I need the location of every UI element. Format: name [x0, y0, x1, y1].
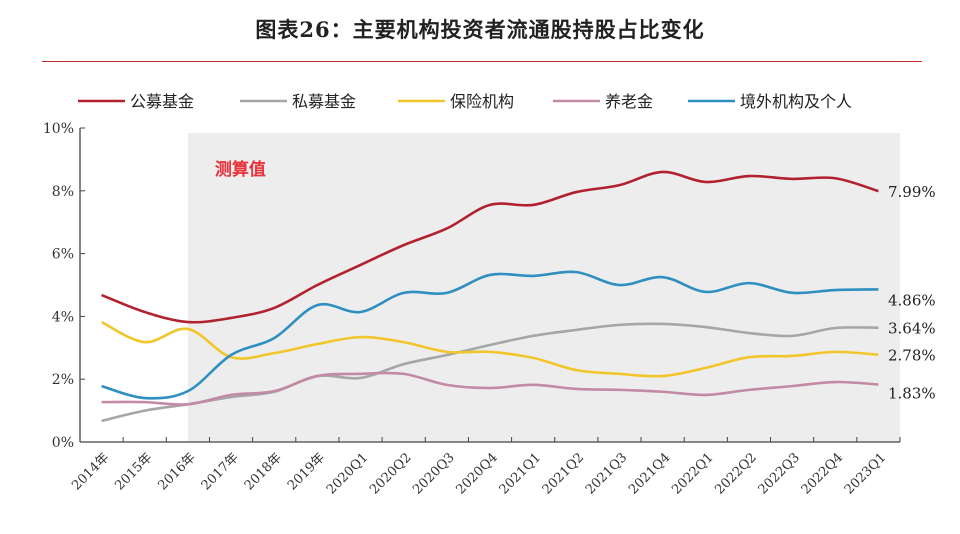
- x-tick-label: 2021Q1: [497, 450, 544, 497]
- legend-label: 保险机构: [450, 92, 514, 111]
- series-line-3: [101, 371, 879, 406]
- x-tick-label: 2021Q3: [583, 450, 630, 497]
- series-line-1: [101, 322, 879, 423]
- x-tick-label: 2015年: [112, 450, 155, 493]
- x-tick-label: 2020Q1: [324, 450, 371, 497]
- x-tick-label: 2021Q4: [626, 450, 673, 497]
- y-tick-label: 8%: [52, 184, 74, 200]
- shaded-region-label: 测算值: [215, 159, 266, 180]
- title-divider: [42, 61, 922, 62]
- legend-label: 私募基金: [292, 92, 356, 111]
- legend-label: 境外机构及个人: [740, 92, 852, 111]
- y-tick-label: 0%: [52, 435, 74, 451]
- x-tick-label: 2014年: [69, 450, 112, 493]
- y-tick-label: 4%: [52, 309, 74, 325]
- y-tick-label: 6%: [52, 247, 74, 263]
- x-tick-label: 2023Q1: [842, 450, 889, 497]
- legend-label: 养老金: [605, 92, 653, 111]
- x-tick-label: 2020Q2: [367, 450, 414, 497]
- estimate-shaded-region: [187, 133, 901, 442]
- series-line-0: [101, 170, 879, 324]
- x-tick-label: 2021Q2: [540, 450, 587, 497]
- x-tick-label: 2022Q2: [712, 450, 759, 497]
- x-tick-label: 2019年: [285, 450, 328, 493]
- x-tick-label: 2022Q4: [799, 450, 846, 497]
- y-tick-label: 2%: [52, 372, 74, 388]
- x-tick-label: 2018年: [242, 450, 285, 493]
- x-tick-label: 2022Q3: [756, 450, 803, 497]
- x-tick-label: 2022Q1: [669, 450, 716, 497]
- end-value-label: 2.78%: [888, 347, 936, 365]
- x-tick-label: 2017年: [199, 450, 242, 493]
- x-tick-label: 2020Q3: [410, 450, 457, 497]
- y-tick-label: 10%: [43, 121, 74, 137]
- end-value-label: 4.86%: [888, 291, 936, 309]
- end-value-label: 7.99%: [888, 183, 936, 201]
- end-value-label: 3.64%: [888, 320, 936, 338]
- x-tick-label: 2016年: [156, 450, 199, 493]
- series-line-2: [100, 320, 879, 378]
- chart-title: 图表26：主要机构投资者流通股持股占比变化: [255, 17, 705, 42]
- series-line-4: [101, 270, 879, 400]
- end-value-label: 1.83%: [888, 385, 936, 403]
- legend-label: 公募基金: [130, 92, 194, 111]
- x-tick-label: 2020Q4: [453, 450, 500, 497]
